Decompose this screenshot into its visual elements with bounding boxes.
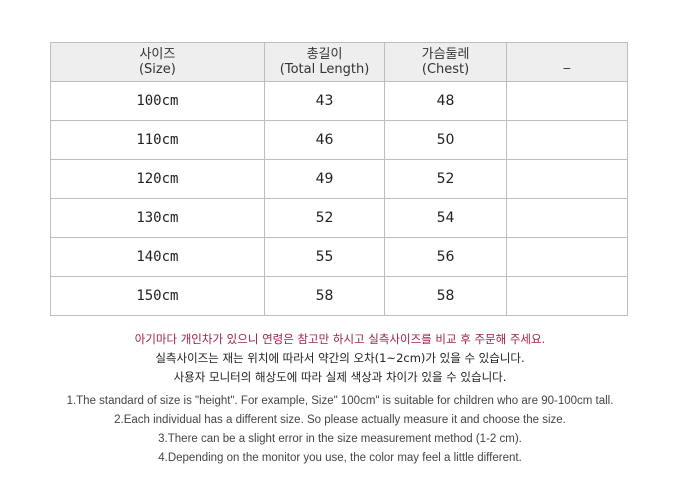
korean-notes: 아기마다 개인차가 있으니 연령은 참고만 하시고 실측사이즈를 비교 후 주문… <box>0 330 680 387</box>
english-notes: 1.The standard of size is "height". For … <box>0 392 680 468</box>
chest-cell: 50 <box>384 120 507 160</box>
table-row: 130cm 52 54 <box>50 198 629 238</box>
total-length-cell: 43 <box>263 81 386 121</box>
note-en-2: 2.Each individual has a different size. … <box>114 414 566 426</box>
header-size: 사이즈 (Size) <box>50 42 265 82</box>
note-ko-2: 실측사이즈는 재는 위치에 따라서 약간의 오차(1~2cm)가 있을 수 있습… <box>155 351 525 365</box>
extra-cell <box>505 120 629 160</box>
extra-cell <box>505 276 629 316</box>
size-cell: 110cm <box>50 120 265 160</box>
table-row: 140cm 55 56 <box>50 237 629 277</box>
extra-cell <box>505 237 629 277</box>
note-en-3: 3.There can be a slight error in the siz… <box>158 433 522 445</box>
chest-cell: 56 <box>384 237 507 277</box>
header-empty: _ <box>505 42 629 82</box>
chest-cell: 52 <box>384 159 507 199</box>
header-total-length: 총길이 (Total Length) <box>263 42 386 82</box>
table-row: 110cm 46 50 <box>50 120 629 160</box>
total-length-cell: 52 <box>263 198 386 238</box>
note-en-4: 4.Depending on the monitor you use, the … <box>158 452 522 464</box>
table-header-row: 사이즈 (Size) 총길이 (Total Length) 가슴둘레 (Chest) … <box>50 42 629 82</box>
chest-cell: 54 <box>384 198 507 238</box>
total-length-cell: 58 <box>263 276 386 316</box>
size-cell: 130cm <box>50 198 265 238</box>
note-ko-1: 아기마다 개인차가 있으니 연령은 참고만 하시고 실측사이즈를 비교 후 주문… <box>134 332 546 346</box>
note-ko-3: 사용자 모니터의 해상도에 따라 실제 색상과 차이가 있을 수 있습니다. <box>173 370 507 384</box>
total-length-cell: 55 <box>263 237 386 277</box>
size-cell: 120cm <box>50 159 265 199</box>
size-chart-table: 사이즈 (Size) 총길이 (Total Length) 가슴둘레 (Chest) … <box>50 42 629 316</box>
note-en-1: 1.The standard of size is "height". For … <box>66 395 614 407</box>
extra-cell <box>505 159 629 199</box>
table-row: 100cm 43 48 <box>50 81 629 121</box>
extra-cell <box>505 81 629 121</box>
chest-cell: 48 <box>384 81 507 121</box>
header-chest: 가슴둘레 (Chest) <box>384 42 507 82</box>
total-length-cell: 49 <box>263 159 386 199</box>
total-length-cell: 46 <box>263 120 386 160</box>
chest-cell: 58 <box>384 276 507 316</box>
table-row: 120cm 49 52 <box>50 159 629 199</box>
extra-cell <box>505 198 629 238</box>
size-cell: 150cm <box>50 276 265 316</box>
table-row: 150cm 58 58 <box>50 276 629 316</box>
size-cell: 140cm <box>50 237 265 277</box>
size-cell: 100cm <box>50 81 265 121</box>
